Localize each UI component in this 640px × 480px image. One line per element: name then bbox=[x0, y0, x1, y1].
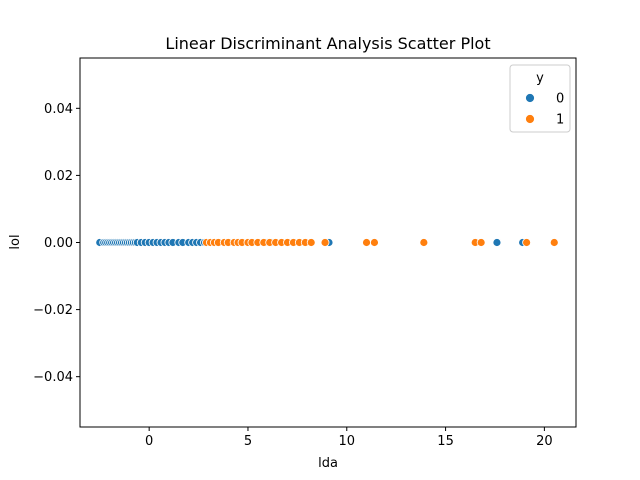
data-point-series-1 bbox=[476, 238, 486, 247]
y-axis-ticks: −0.04 −0.02 0.00 0.02 0.04 bbox=[33, 102, 80, 385]
y-tick-label: 0.02 bbox=[44, 169, 73, 184]
data-point-series-0 bbox=[492, 238, 502, 247]
legend-title: y bbox=[536, 71, 544, 86]
x-axis-label: lda bbox=[318, 456, 338, 471]
x-tick-label: 5 bbox=[244, 434, 252, 449]
y-tick-label: 0.04 bbox=[44, 102, 73, 117]
y-tick-label: −0.02 bbox=[33, 303, 73, 318]
data-point-series-1 bbox=[419, 238, 429, 247]
data-point-series-1 bbox=[320, 238, 330, 247]
data-point-series-1 bbox=[370, 238, 379, 247]
x-tick-label: 0 bbox=[145, 434, 153, 449]
data-point-series-1 bbox=[522, 238, 531, 247]
legend-label-0: 0 bbox=[556, 92, 564, 107]
legend-label-1: 1 bbox=[556, 113, 564, 128]
legend-marker-0 bbox=[525, 93, 535, 103]
chart-title: Linear Discriminant Analysis Scatter Plo… bbox=[165, 34, 490, 53]
legend-box bbox=[509, 64, 571, 133]
plot-frame bbox=[79, 57, 577, 428]
x-tick-label: 15 bbox=[437, 434, 454, 449]
x-tick-label: 10 bbox=[338, 434, 355, 449]
data-point-series-1 bbox=[306, 238, 316, 247]
legend-marker-1 bbox=[525, 114, 535, 124]
legend: y 0 1 bbox=[509, 64, 571, 133]
x-axis-ticks: 0 5 10 15 20 bbox=[145, 427, 553, 449]
data-point-series-1 bbox=[549, 238, 559, 247]
scatter-points bbox=[95, 238, 559, 247]
y-axis-label: lol bbox=[8, 234, 23, 249]
x-tick-label: 20 bbox=[536, 434, 553, 449]
y-tick-label: 0.00 bbox=[44, 236, 73, 251]
data-point-series-1 bbox=[362, 238, 371, 247]
y-tick-label: −0.04 bbox=[33, 370, 73, 385]
